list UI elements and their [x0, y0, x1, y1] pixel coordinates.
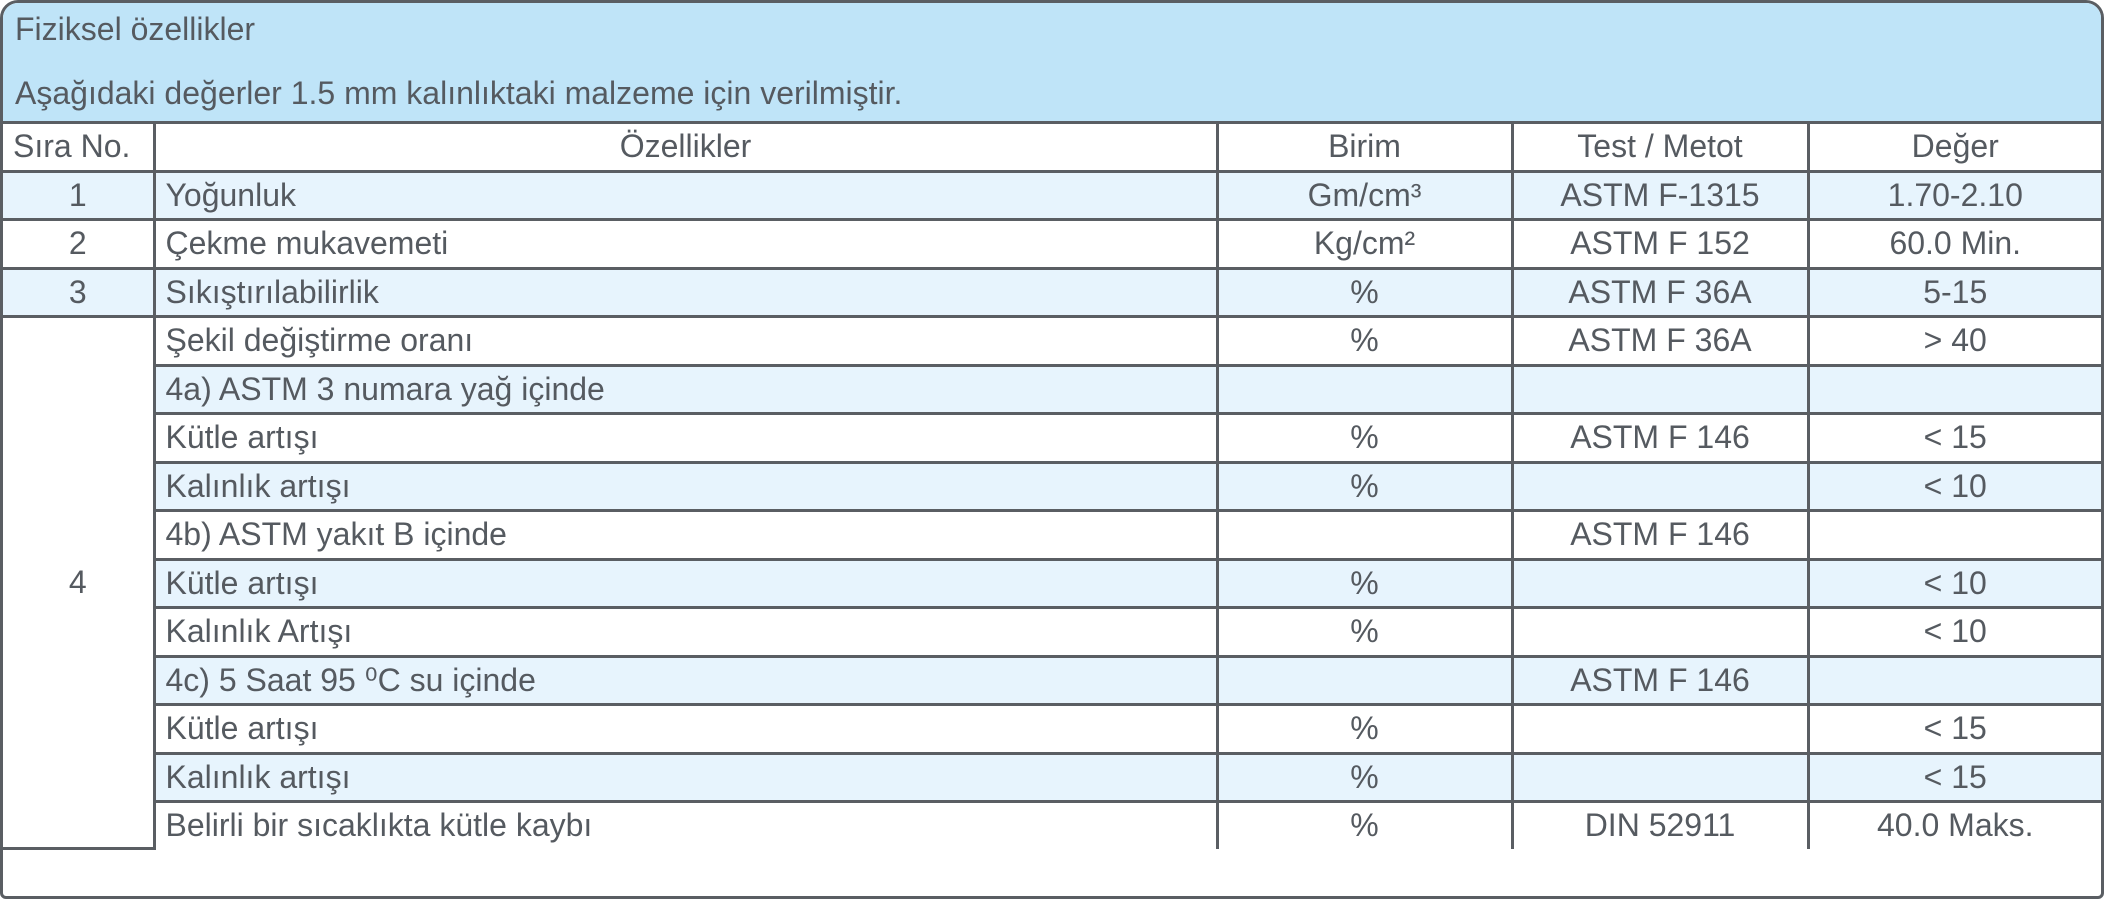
table-row: 4 Şekil değiştirme oranı% ASTM F 36A > 40 [3, 315, 2101, 850]
table-row: 2 Çekme mukavemeti Kg/cm² ASTM F 152 60.0 Mi… [3, 218, 2101, 270]
cell-test [1510, 606, 1810, 658]
cell-unit: Gm/cm³ [1215, 169, 1514, 221]
column-header-test: Test / Metot [1510, 124, 1810, 173]
cell-property: 4b) ASTM yakıt B içinde [154, 509, 1219, 561]
cell-property: 4a) ASTM 3 numara yağ içinde [154, 363, 1219, 415]
cell-value [1806, 509, 2101, 561]
cell-property: Yoğunluk [152, 169, 1219, 221]
cell-test [1510, 703, 1810, 755]
cell-property: Kalınlık Artışı [154, 606, 1219, 658]
cell-no: 1 [3, 169, 156, 221]
table-row: Kalınlık artışı% < 10 [3, 460, 2101, 512]
column-header-unit: Birim [1215, 124, 1514, 173]
cell-property: Belirli bir sıcaklıkta kütle kaybı [154, 800, 1219, 849]
cell-property: Kütle artışı [154, 557, 1219, 609]
cell-unit: % [1215, 315, 1514, 367]
table-row: 4b) ASTM yakıt B içinde ASTM F 146 [3, 509, 2101, 561]
cell-test [1510, 557, 1810, 609]
table-row: Belirli bir sıcaklıkta kütle kaybı% DIN 5… [3, 800, 2101, 849]
cell-test: ASTM F 146 [1510, 412, 1810, 464]
table-caption: Fiziksel özellikler Aşağıdaki değerler 1… [3, 3, 2101, 124]
cell-test: ASTM F-1315 [1510, 169, 1810, 221]
cell-test [1510, 363, 1810, 415]
table-row: Kütle artışı% < 10 [3, 557, 2101, 609]
cell-unit: % [1215, 606, 1514, 658]
cell-test: ASTM F 36A [1510, 266, 1810, 318]
table-row: 3 Sıkıştırılabilirlik% ASTM F 36A 5-15 [3, 266, 2101, 318]
table-row: Kütle artışı% < 15 [3, 703, 2101, 755]
cell-property: Şekil değiştirme oranı [152, 315, 1219, 367]
cell-unit [1215, 654, 1514, 706]
table-row: 1 Yoğunluk Gm/cm³ ASTM F-1315 1.70-2.10 [3, 169, 2101, 221]
cell-unit: Kg/cm² [1215, 218, 1514, 270]
cell-property: Kütle artışı [154, 703, 1219, 755]
cell-property: 4c) 5 Saat 95 ⁰C su içinde [154, 654, 1219, 706]
cell-test: DIN 52911 [1510, 800, 1810, 849]
cell-unit: % [1215, 703, 1514, 755]
cell-value: 60.0 Min. [1806, 218, 2101, 270]
table-subtitle: Aşağıdaki değerler 1.5 mm kalınlıktaki m… [15, 75, 903, 111]
column-header-no: Sıra No. [3, 124, 156, 173]
cell-value: 1.70-2.10 [1806, 169, 2101, 221]
cell-unit [1215, 363, 1514, 415]
table-header-row: Sıra No. Özellikler Birim Test / Metot D… [3, 124, 2101, 173]
cell-property: Kalınlık artışı [154, 751, 1219, 803]
cell-test [1510, 460, 1810, 512]
cell-test: ASTM F 152 [1510, 218, 1810, 270]
cell-value: < 15 [1806, 751, 2101, 803]
cell-value [1806, 363, 2101, 415]
cell-property: Kalınlık artışı [154, 460, 1219, 512]
cell-value: < 10 [1806, 557, 2101, 609]
cell-unit: % [1215, 412, 1514, 464]
cell-unit: % [1215, 266, 1514, 318]
table-row: Kalınlık Artışı% < 10 [3, 606, 2101, 658]
cell-unit: % [1215, 800, 1514, 849]
column-header-property: Özellikler [152, 124, 1219, 173]
cell-no: 2 [3, 218, 156, 270]
cell-value: < 10 [1806, 606, 2101, 658]
column-header-value: Değer [1806, 124, 2101, 173]
table-row: 4c) 5 Saat 95 ⁰C su içinde ASTM F 146 [3, 654, 2101, 706]
cell-value: > 40 [1806, 315, 2101, 367]
cell-value: < 10 [1806, 460, 2101, 512]
cell-property: Çekme mukavemeti [152, 218, 1219, 270]
cell-test: ASTM F 36A [1510, 315, 1810, 367]
table-row: Kütle artışı% ASTM F 146 < 15 [3, 412, 2101, 464]
properties-table: Sıra No. Özellikler Birim Test / Metot D… [3, 124, 2101, 850]
cell-property: Sıkıştırılabilirlik [152, 266, 1219, 318]
cell-value: < 15 [1806, 703, 2101, 755]
cell-test [1510, 751, 1810, 803]
table-row: 4a) ASTM 3 numara yağ içinde [3, 363, 2101, 415]
cell-no: 4 [3, 315, 156, 850]
cell-unit: % [1215, 751, 1514, 803]
table-row: Kalınlık artışı% < 15 [3, 751, 2101, 803]
cell-test: ASTM F 146 [1510, 654, 1810, 706]
cell-test: ASTM F 146 [1510, 509, 1810, 561]
cell-no: 3 [3, 266, 156, 318]
cell-value: 40.0 Maks. [1806, 800, 2101, 849]
cell-unit: % [1215, 557, 1514, 609]
cell-value: < 15 [1806, 412, 2101, 464]
cell-value [1806, 654, 2101, 706]
cell-unit: % [1215, 460, 1514, 512]
cell-property: Kütle artışı [154, 412, 1219, 464]
cell-unit [1215, 509, 1514, 561]
table-title: Fiziksel özellikler [15, 11, 256, 47]
table-body: 1 Yoğunluk Gm/cm³ ASTM F-1315 1.70-2.10 2 Çekm… [3, 169, 2101, 850]
cell-value: 5-15 [1806, 266, 2101, 318]
